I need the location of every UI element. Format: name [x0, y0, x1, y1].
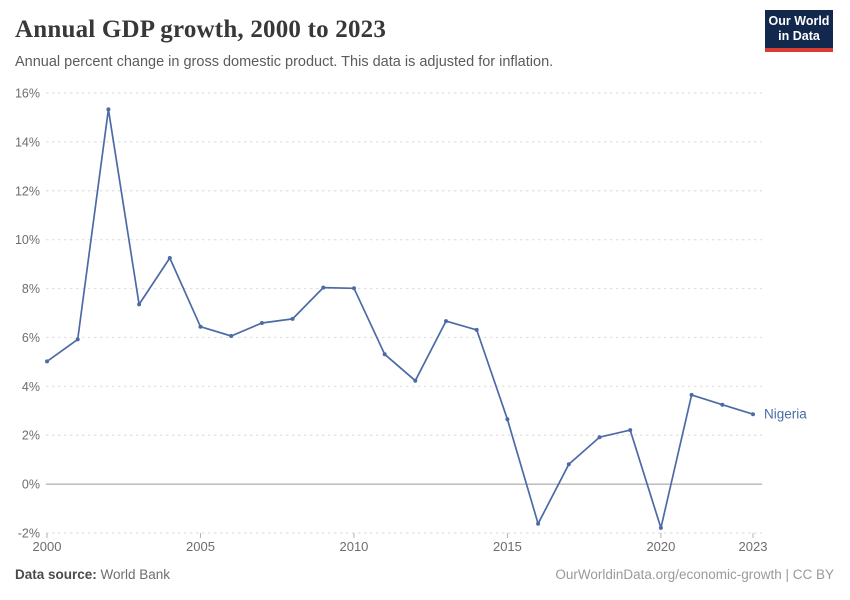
- x-axis-tick-label: 2010: [339, 539, 368, 554]
- data-point-2016[interactable]: [536, 521, 541, 526]
- data-point-2009[interactable]: [321, 285, 326, 290]
- data-point-2004[interactable]: [167, 256, 172, 260]
- owid-logo[interactable]: Our World in Data: [765, 10, 833, 52]
- data-source-label: Data source:: [15, 567, 97, 582]
- y-axis-tick-label: 16%: [15, 87, 40, 101]
- x-axis-tick-label: 2000: [33, 539, 62, 554]
- y-axis-tick-label: -2%: [18, 527, 40, 541]
- data-point-2013[interactable]: [444, 319, 448, 324]
- x-axis-tick-label: 2015: [493, 539, 522, 554]
- y-axis-tick-label: 8%: [22, 282, 40, 296]
- series-line-nigeria[interactable]: [46, 108, 754, 529]
- y-axis-tick-label: 0%: [22, 478, 40, 492]
- data-point-2012[interactable]: [413, 378, 418, 383]
- owid-logo-line1: Our World: [768, 13, 830, 28]
- data-source-value: World Bank: [96, 567, 171, 582]
- x-axis-tick-label: 2020: [646, 539, 675, 554]
- data-point-2019[interactable]: [628, 428, 633, 433]
- data-point-2015[interactable]: [505, 417, 510, 422]
- owid-logo-line2: in Data: [778, 29, 820, 43]
- attribution-link[interactable]: OurWorldinData.org/economic-growth | CC …: [555, 567, 834, 582]
- data-point-2011[interactable]: [382, 352, 387, 357]
- x-axis-tick-label: 2023: [739, 539, 768, 554]
- data-point-2021[interactable]: [689, 392, 694, 397]
- data-source-note: Data source: World Bank: [15, 567, 170, 582]
- page-subtitle: Annual percent change in gross domestic …: [15, 54, 554, 70]
- data-point-2014[interactable]: [474, 327, 479, 332]
- data-point-2018[interactable]: [597, 435, 602, 440]
- data-point-2022[interactable]: [720, 402, 725, 407]
- data-point-2001[interactable]: [75, 337, 80, 342]
- y-axis-tick-label: 2%: [22, 429, 40, 443]
- data-point-2003[interactable]: [137, 302, 142, 307]
- data-point-2002[interactable]: [106, 107, 111, 112]
- data-point-2010[interactable]: [352, 286, 356, 291]
- y-axis-tick-label: 14%: [15, 135, 40, 149]
- data-point-2005[interactable]: [198, 324, 203, 329]
- series-end-label[interactable]: Nigeria: [764, 407, 807, 422]
- y-axis-tick-label: 4%: [22, 380, 40, 394]
- data-point-2017[interactable]: [566, 462, 571, 467]
- x-axis-tick-label: 2005: [186, 539, 215, 554]
- y-axis-tick-label: 10%: [15, 233, 40, 247]
- data-point-2008[interactable]: [290, 316, 295, 321]
- data-point-2020[interactable]: [658, 525, 663, 530]
- data-point-2000[interactable]: [45, 359, 49, 364]
- data-point-2006[interactable]: [229, 334, 234, 338]
- y-axis-tick-label: 12%: [15, 184, 40, 198]
- data-point-2023[interactable]: [751, 412, 755, 417]
- page-title: Annual GDP growth, 2000 to 2023: [15, 16, 387, 43]
- y-axis-tick-label: 6%: [22, 331, 40, 345]
- data-point-2007[interactable]: [259, 321, 264, 325]
